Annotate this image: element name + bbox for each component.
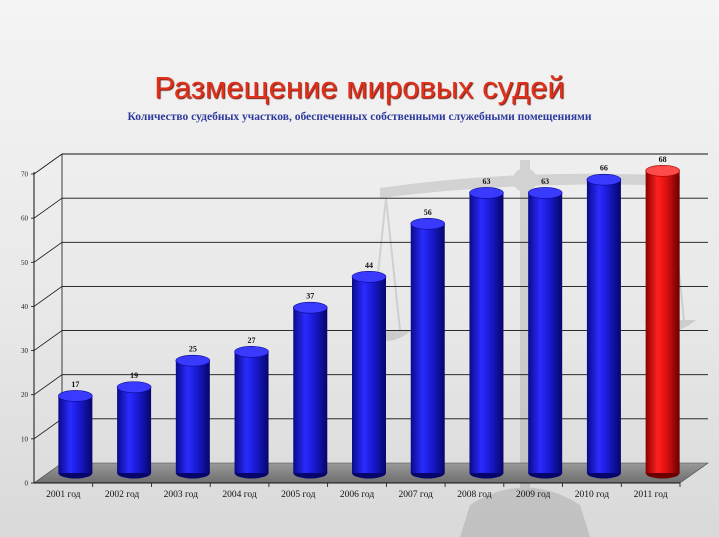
y-tick-label: 30 [21, 347, 29, 355]
bar [175, 354, 211, 479]
bar-highlight [645, 165, 680, 479]
bar-cap [645, 165, 680, 177]
x-tick-label: 2004 год [222, 490, 257, 500]
x-tick-label: 2001 год [46, 490, 81, 500]
bar-body [528, 192, 563, 473]
bar [527, 187, 563, 479]
bar-cap [116, 381, 152, 393]
bar-body [469, 192, 504, 473]
bar-cap [58, 390, 93, 402]
x-tick-label: 2006 год [340, 490, 375, 500]
data-label: 68 [659, 155, 667, 164]
bar [469, 187, 504, 479]
bar-cap [292, 301, 328, 314]
x-tick-label: 2002 год [105, 490, 140, 500]
data-label: 66 [600, 164, 608, 173]
bar-body [58, 395, 93, 473]
bar-body [645, 170, 680, 474]
x-tick-label: 2011 год [634, 490, 668, 500]
data-label: 56 [424, 208, 432, 217]
gridline-diag [33, 153, 63, 175]
x-tick-label: 2005 год [281, 490, 316, 500]
slide-title: Размещение мировых судей [154, 70, 565, 105]
gridline-diag [33, 241, 63, 263]
bar-cap [410, 218, 446, 230]
bar-body [117, 387, 152, 473]
bar-cap [586, 173, 622, 186]
data-label: 19 [130, 371, 138, 380]
y-tick-label: 20 [21, 391, 29, 399]
gridline-diag [33, 418, 63, 440]
bar [58, 390, 93, 479]
bar-cap [175, 354, 211, 367]
bar [234, 346, 269, 479]
bar-body [175, 360, 210, 473]
data-label: 25 [189, 345, 197, 354]
y-tick-label: 0 [25, 480, 29, 488]
bar-cap [469, 187, 504, 199]
data-label: 44 [365, 261, 373, 270]
gridline-diag [33, 374, 63, 396]
chart-subtitle: Количество судебных участков, обеспеченн… [127, 111, 592, 123]
y-tick-label: 60 [21, 215, 29, 223]
bar-body [293, 307, 328, 473]
bar [292, 301, 328, 479]
x-tick-label: 2009 год [516, 490, 551, 500]
data-label: 37 [306, 292, 314, 301]
x-tick-label: 2010 год [575, 490, 610, 500]
bar [586, 173, 622, 479]
chart-labels: 0 10 20 30 40 50 60 70 17 2001 год 19 2002 год 25 200… [21, 155, 668, 500]
y-tick-label: 40 [21, 303, 29, 311]
y-tick-label: 50 [21, 259, 29, 267]
data-label: 63 [541, 177, 549, 186]
y-tick-label: 70 [21, 171, 29, 179]
bar-body [234, 351, 269, 473]
data-label: 63 [482, 177, 490, 186]
bar-cap [527, 187, 563, 199]
bar-body [586, 179, 621, 473]
y-tick-label: 10 [21, 435, 29, 443]
data-label: 27 [248, 336, 256, 345]
bar [116, 381, 152, 479]
gridline-diag [33, 330, 63, 351]
bar [351, 270, 387, 479]
chart-bars [58, 165, 680, 479]
bar-cap [234, 346, 269, 358]
x-tick-label: 2007 год [399, 490, 434, 500]
x-tick-label: 2003 год [164, 490, 199, 500]
bar-body [352, 276, 386, 473]
bar [410, 218, 446, 479]
gridline-diag [33, 286, 63, 307]
chart-axes [31, 172, 681, 487]
gridline-diag [33, 197, 63, 219]
x-tick-label: 2008 год [457, 490, 492, 500]
bar-body [410, 223, 445, 473]
data-label: 17 [71, 380, 79, 389]
bar-cap [351, 270, 387, 283]
